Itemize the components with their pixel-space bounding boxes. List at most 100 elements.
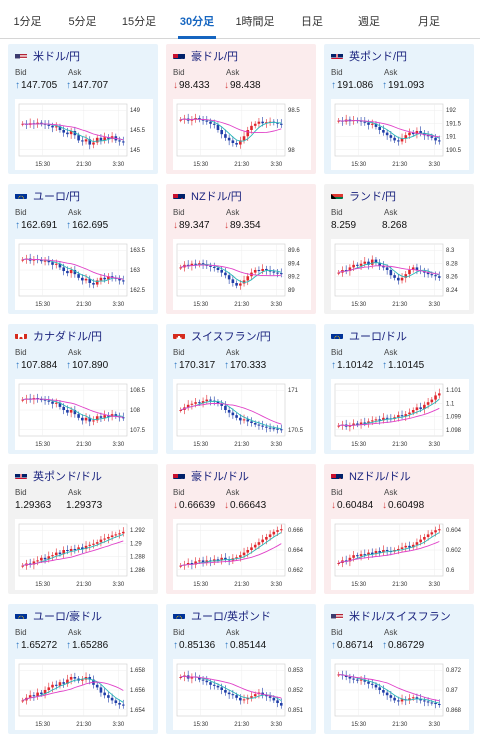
pair-title[interactable]: 米ドル/スイスフラン — [349, 611, 451, 623]
candle-body — [257, 121, 261, 124]
candle-body — [121, 280, 125, 282]
mini-candlestick-chart[interactable]: 15:30 21:30 3:30 0.872 0.87 0.868 — [331, 659, 469, 730]
pair-title[interactable]: NZドル/ドル — [349, 471, 411, 483]
pair-title[interactable]: 豪ドル/円 — [191, 51, 239, 63]
candle-body — [382, 130, 385, 133]
rate-card[interactable]: NZドル/円 Bid Ask ↓89.347 ↓89.354 15:30 21:3… — [166, 184, 316, 314]
candle-body — [374, 259, 378, 263]
tab-2[interactable]: 5分足 — [68, 16, 97, 28]
candle-body — [62, 406, 65, 410]
rate-card[interactable]: ユーロ/ドル Bid Ask ↑1.10142 ↑1.10145 15:30 21… — [324, 324, 474, 454]
candle-body — [363, 422, 367, 424]
x-tick-label: 3:30 — [429, 722, 441, 728]
pair-title[interactable]: 米ドル/円 — [33, 51, 81, 63]
pair-title[interactable]: ユーロ/豪ドル — [33, 611, 103, 623]
x-tick-label: 15:30 — [193, 442, 209, 448]
rate-card[interactable]: NZドル/ドル Bid Ask ↓0.60484 ↓0.60498 15:30 2… — [324, 464, 474, 594]
bid-value: ↑170.317 — [173, 360, 216, 371]
ask-value: 1.29373 — [66, 500, 103, 511]
candle-body — [88, 417, 92, 422]
candle-body — [77, 135, 80, 141]
pair-title[interactable]: ユーロ/円 — [33, 191, 81, 203]
rate-card[interactable]: 英ポンド/ドル Bid Ask 1.29363 1.29373 15:30 21:… — [8, 464, 158, 594]
candle-body — [21, 399, 25, 401]
candle-body — [367, 122, 370, 125]
candle-body — [194, 402, 197, 404]
x-tick-label: 15:30 — [351, 302, 367, 308]
candle-body — [279, 703, 283, 706]
mini-candlestick-chart[interactable]: 15:30 21:30 3:30 163.5 163 162.5 — [15, 239, 153, 310]
candle-body — [437, 704, 441, 706]
mini-candlestick-chart[interactable]: 15:30 21:30 3:30 1.101 1.1 1.099 1.098 — [331, 379, 469, 450]
pair-title[interactable]: 英ポンド/ドル — [33, 471, 103, 483]
tab-5[interactable]: 1時間足 — [235, 16, 275, 28]
candle-body — [434, 395, 437, 400]
candle-body — [337, 674, 341, 676]
arrow-down-icon: ↓ — [331, 500, 336, 511]
candle-body — [352, 264, 355, 268]
rate-card[interactable]: ユーロ/円 Bid Ask ↑162.691 ↑162.695 15:30 21:… — [8, 184, 158, 314]
ask-value: ↑162.695 — [66, 220, 109, 231]
tab-1[interactable]: 1分足 — [13, 16, 42, 28]
rate-card[interactable]: 英ポンド/円 Bid Ask ↑191.086 ↑191.093 15:30 21… — [324, 44, 474, 174]
y-tick-label: 1.654 — [130, 708, 146, 714]
x-tick-label: 21:30 — [234, 302, 250, 308]
mini-candlestick-chart[interactable]: 15:30 21:30 3:30 0.666 0.664 0.662 — [173, 519, 311, 590]
pair-title[interactable]: ランド/円 — [349, 191, 397, 203]
candle-body — [250, 547, 253, 550]
candle-body — [397, 700, 400, 702]
mini-candlestick-chart[interactable]: 15:30 21:30 3:30 98.5 98 — [173, 99, 311, 170]
arrow-up-icon: ↑ — [224, 640, 229, 651]
rate-card[interactable]: 米ドル/円 Bid Ask ↑147.705 ↑147.707 15:30 21:… — [8, 44, 158, 174]
mini-candlestick-chart[interactable]: 15:30 21:30 3:30 89.6 89.4 89.2 89 — [173, 239, 311, 310]
candle-body — [385, 550, 389, 552]
x-tick-label: 21:30 — [76, 722, 92, 728]
pair-title[interactable]: ユーロ/英ポンド — [191, 611, 272, 623]
rate-card[interactable]: スイスフラン/円 Bid Ask ↑170.317 ↑170.333 15:30… — [166, 324, 316, 454]
y-tick-label: 8.26 — [446, 275, 458, 281]
mini-candlestick-chart[interactable]: 15:30 21:30 3:30 171 170.5 — [173, 379, 311, 450]
mini-candlestick-chart[interactable]: 15:30 21:30 3:30 8.3 8.28 8.26 8.24 — [331, 239, 469, 310]
rate-card[interactable]: 豪ドル/円 Bid Ask ↓98.433 ↓98.438 15:30 21:30… — [166, 44, 316, 174]
rate-card[interactable]: ランド/円 Bid Ask 8.259 8.268 15:30 21:30 3:30… — [324, 184, 474, 314]
x-tick-label: 15:30 — [193, 162, 209, 168]
tab-4[interactable]: 30分足 — [172, 0, 222, 39]
rate-card[interactable]: ユーロ/豪ドル Bid Ask ↑1.65272 ↑1.65286 15:30 2… — [8, 604, 158, 734]
candle-body — [426, 402, 430, 405]
mini-candlestick-chart[interactable]: 15:30 21:30 3:30 108.5 108 107.5 — [15, 379, 153, 450]
candle-body — [216, 401, 220, 404]
tab-3[interactable]: 15分足 — [121, 16, 157, 28]
candle-body — [426, 272, 430, 275]
rate-card[interactable]: ユーロ/英ポンド Bid Ask ↑0.85136 ↑0.85144 15:30… — [166, 604, 316, 734]
pair-title[interactable]: 豪ドル/ドル — [191, 471, 250, 483]
mini-candlestick-chart[interactable]: 15:30 21:30 3:30 1.292 1.29 1.288 1.286 — [15, 519, 153, 590]
candle-body — [356, 679, 359, 681]
rate-card[interactable]: カナダドル/円 Bid Ask ↑107.884 ↑107.890 15:30 2… — [8, 324, 158, 454]
tab-7[interactable]: 週足 — [358, 16, 380, 28]
mini-candlestick-chart[interactable]: 15:30 21:30 3:30 0.604 0.602 0.6 — [331, 519, 469, 590]
pair-title[interactable]: カナダドル/円 — [33, 331, 103, 343]
candle-body — [201, 263, 205, 265]
arrow-down-icon: ↓ — [173, 500, 178, 511]
mini-candlestick-chart[interactable]: 15:30 21:30 3:30 1.658 1.656 1.654 — [15, 659, 153, 730]
candle-body — [408, 270, 411, 275]
pair-title[interactable]: 英ポンド/円 — [349, 51, 408, 63]
pair-title[interactable]: NZドル/円 — [191, 191, 242, 203]
rate-card[interactable]: 豪ドル/ドル Bid Ask ↓0.66639 ↓0.66643 15:30 21… — [166, 464, 316, 594]
tab-8[interactable]: 月足 — [418, 16, 440, 28]
y-tick-label: 89.4 — [288, 261, 300, 267]
candle-body — [179, 267, 183, 269]
rate-card[interactable]: 米ドル/スイスフラン Bid Ask ↑0.86714 ↑0.86729 15:… — [324, 604, 474, 734]
mini-candlestick-chart[interactable]: 15:30 21:30 3:30 0.853 0.852 0.851 — [173, 659, 311, 730]
candle-body — [216, 124, 220, 130]
candle-body — [261, 425, 264, 427]
tab-6[interactable]: 日足 — [301, 16, 323, 28]
candle-body — [250, 125, 253, 130]
mini-candlestick-chart[interactable]: 15:30 21:30 3:30 192 191.5 191 190.5 — [331, 99, 469, 170]
pair-title[interactable]: ユーロ/ドル — [349, 331, 408, 343]
mini-candlestick-chart[interactable]: 15:30 21:30 3:30 149 145.5 145 — [15, 99, 153, 170]
au-flag-icon — [173, 50, 185, 59]
candle-body — [43, 260, 47, 262]
pair-title[interactable]: スイスフラン/円 — [191, 331, 271, 343]
candle-body — [62, 267, 65, 272]
